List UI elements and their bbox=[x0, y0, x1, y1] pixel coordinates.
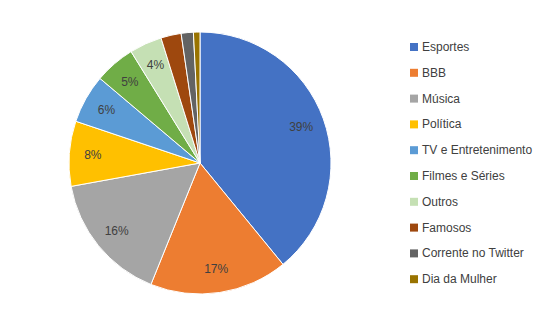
legend-swatch bbox=[410, 43, 418, 51]
slices bbox=[69, 32, 331, 294]
legend-swatch bbox=[410, 224, 418, 232]
legend: Esportes BBB Música Política TV e Entretenim… bbox=[410, 40, 532, 286]
legend-label: TV e Entretenimento bbox=[422, 143, 532, 157]
chart: 39% 17% 16% 8% 6% 5% 4% Esportes BBB Música Políti… bbox=[0, 0, 551, 331]
data-label: 4% bbox=[147, 58, 165, 72]
data-labels: 39% 17% 16% 8% 6% 5% 4% bbox=[84, 58, 313, 276]
legend-swatch bbox=[410, 198, 418, 206]
data-label: 8% bbox=[84, 148, 102, 162]
legend-label: Música bbox=[422, 92, 460, 106]
data-label: 17% bbox=[204, 262, 228, 276]
legend-label: Esportes bbox=[422, 40, 469, 54]
slice bbox=[193, 32, 200, 163]
slice bbox=[181, 32, 200, 163]
data-label: 16% bbox=[105, 224, 129, 238]
legend-swatch bbox=[410, 275, 418, 283]
legend-label: Outros bbox=[422, 195, 458, 209]
data-label: 5% bbox=[121, 75, 139, 89]
legend-swatch bbox=[410, 95, 418, 103]
legend-label: Política bbox=[422, 117, 462, 131]
legend-swatch bbox=[410, 146, 418, 154]
legend-label: BBB bbox=[422, 66, 446, 80]
data-label: 39% bbox=[289, 120, 313, 134]
legend-swatch bbox=[410, 120, 418, 128]
legend-label: Dia da Mulher bbox=[422, 272, 497, 286]
legend-swatch bbox=[410, 249, 418, 257]
legend-label: Famosos bbox=[422, 221, 471, 235]
legend-label: Corrente no Twitter bbox=[422, 246, 524, 260]
data-label: 6% bbox=[98, 103, 116, 117]
legend-swatch bbox=[410, 172, 418, 180]
legend-swatch bbox=[410, 69, 418, 77]
legend-label: Filmes e Séries bbox=[422, 169, 505, 183]
